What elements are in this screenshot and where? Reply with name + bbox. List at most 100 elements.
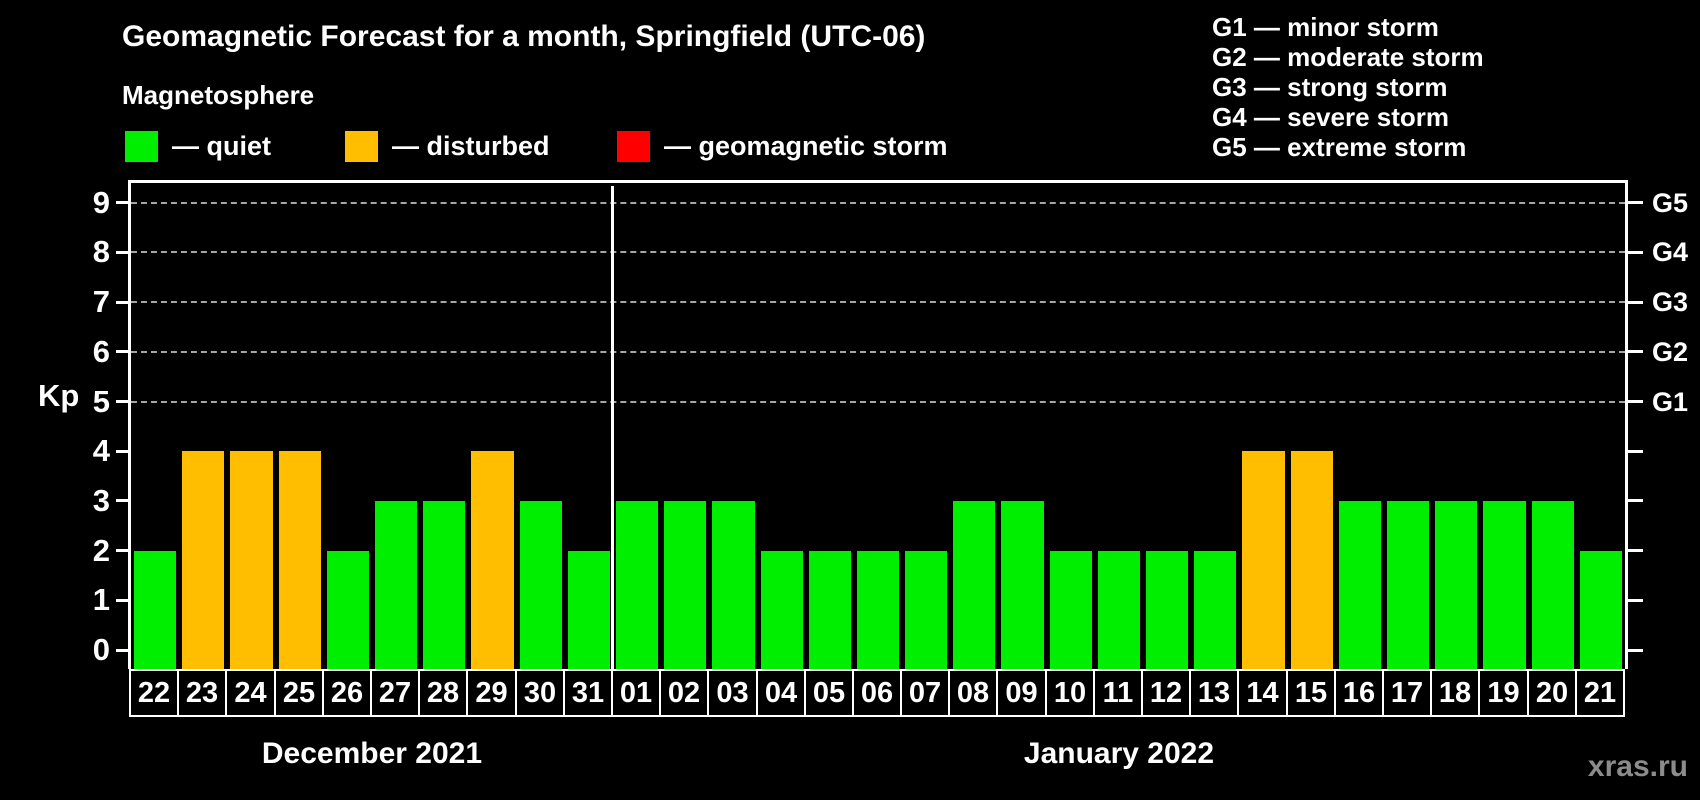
legend-item-quiet: — quiet — [125, 131, 271, 162]
date-label: 20 — [1527, 669, 1577, 717]
legend-label: — quiet — [172, 131, 271, 161]
date-label: 18 — [1430, 669, 1480, 717]
kp-bar — [1146, 550, 1189, 669]
date-label: 29 — [466, 669, 517, 717]
gridline — [131, 251, 1625, 254]
y-axis-tick — [116, 648, 131, 652]
y-axis-tick — [116, 250, 131, 254]
date-label: 27 — [370, 669, 420, 717]
date-label: 28 — [418, 669, 468, 717]
kp-bar — [1338, 500, 1382, 669]
date-label: 17 — [1382, 669, 1432, 717]
y-axis-tick — [116, 549, 131, 553]
kp-axis-title: Kp — [38, 378, 80, 413]
g-scale-legend-row: G3 — strong storm — [1212, 72, 1448, 102]
kp-bar — [1049, 550, 1092, 669]
kp-bar — [326, 550, 369, 669]
watermark: xras.ru — [1587, 750, 1688, 783]
kp-bar — [1483, 500, 1526, 669]
legend-label: — geomagnetic storm — [664, 131, 948, 161]
date-label: 19 — [1478, 669, 1529, 717]
kp-bar — [278, 451, 321, 669]
y-axis-tick — [116, 400, 131, 403]
y-axis-tick-label: 0 — [92, 632, 110, 667]
kp-bar — [953, 500, 996, 669]
y-axis-tick — [116, 598, 131, 602]
date-label: 22 — [129, 669, 179, 717]
plot-area — [128, 180, 1628, 669]
date-label: 07 — [900, 669, 950, 717]
y-axis-tick-label: 3 — [92, 482, 110, 518]
right-axis-tick — [1628, 648, 1643, 652]
right-axis-tick — [1628, 300, 1643, 304]
right-axis-tick — [1628, 350, 1643, 354]
right-axis-tick — [1628, 598, 1643, 602]
kp-bar — [374, 500, 418, 669]
date-label: 13 — [1189, 669, 1239, 717]
date-label: 08 — [948, 669, 998, 717]
kp-bar — [182, 451, 225, 669]
quiet-color-swatch — [125, 131, 158, 162]
date-label: 21 — [1575, 669, 1625, 717]
page-title: Geomagnetic Forecast for a month, Spring… — [122, 20, 926, 53]
kp-bar — [808, 550, 851, 669]
kp-bar — [1001, 500, 1044, 669]
legend-item-disturbed: — disturbed — [345, 131, 550, 162]
gridline — [131, 350, 1625, 353]
date-label: 03 — [707, 669, 758, 717]
month-label: January 2022 — [1023, 737, 1215, 770]
kp-bar — [1531, 500, 1574, 669]
date-label: 05 — [804, 669, 854, 717]
month-label: December 2021 — [261, 737, 483, 770]
date-label: 25 — [274, 669, 324, 717]
y-axis-tick-label: 4 — [92, 433, 110, 469]
g-scale-legend-row: G4 — severe storm — [1212, 102, 1450, 132]
date-label: 31 — [563, 669, 613, 717]
date-label: 09 — [996, 669, 1047, 717]
right-axis-tick — [1628, 549, 1643, 553]
gridline — [131, 301, 1625, 304]
date-label: 10 — [1045, 669, 1095, 717]
kp-bar — [664, 500, 707, 669]
kp-bar — [1194, 550, 1237, 669]
date-label: 23 — [177, 669, 227, 717]
kp-bar — [1579, 550, 1622, 669]
gridline — [131, 400, 1625, 403]
kp-bar — [230, 451, 273, 669]
kp-bar — [471, 451, 514, 669]
date-label: 06 — [852, 669, 902, 717]
g-scale-axis-label: G3 — [1652, 287, 1689, 318]
kp-bar — [905, 550, 948, 669]
month-separator — [611, 186, 615, 669]
date-label: 02 — [659, 669, 709, 717]
y-axis-tick-label: 1 — [92, 582, 110, 618]
date-label: 15 — [1286, 669, 1336, 717]
date-label: 01 — [611, 669, 661, 717]
date-label: 30 — [515, 669, 565, 717]
gridline — [131, 201, 1625, 204]
y-axis-tick — [116, 499, 131, 503]
date-label: 12 — [1141, 669, 1191, 717]
date-label: 04 — [756, 669, 806, 717]
date-label: 11 — [1093, 669, 1143, 717]
kp-bar — [134, 550, 177, 669]
magnetosphere-subtitle: Magnetosphere — [122, 80, 315, 110]
right-axis-tick — [1628, 449, 1643, 453]
g-scale-axis-label: G5 — [1652, 187, 1689, 218]
y-axis-tick — [116, 449, 131, 453]
g-scale-axis-label: G1 — [1652, 386, 1689, 417]
y-axis-tick-label: 9 — [92, 184, 110, 220]
right-axis-tick — [1628, 400, 1643, 403]
y-axis-tick-label: 8 — [92, 234, 110, 270]
kp-bar — [1242, 451, 1285, 669]
date-label: 16 — [1334, 669, 1384, 717]
y-axis-tick-label: 6 — [92, 333, 110, 369]
g-scale-legend-row: G1 — minor storm — [1212, 12, 1439, 42]
right-axis-tick — [1628, 201, 1643, 205]
kp-bar — [1290, 451, 1333, 669]
storm-color-swatch — [617, 131, 650, 162]
date-label: 24 — [225, 669, 276, 717]
g-scale-legend: G1 — minor storm G2 — moderate storm G3 … — [1212, 12, 1484, 162]
disturbed-color-swatch — [345, 131, 378, 162]
y-axis-tick-label: 7 — [92, 284, 110, 320]
